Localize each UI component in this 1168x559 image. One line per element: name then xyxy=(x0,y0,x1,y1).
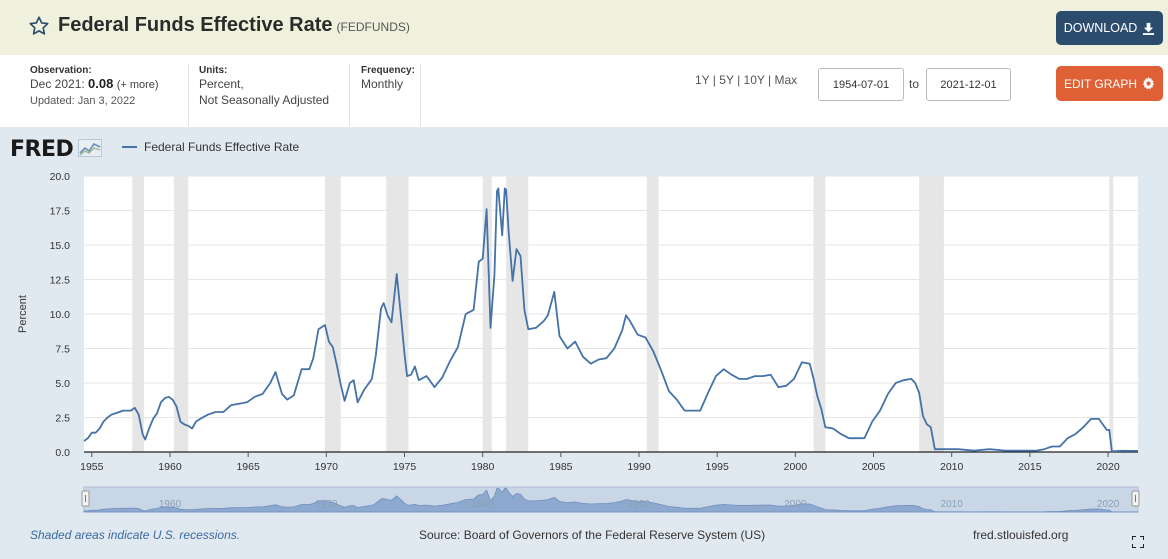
divider xyxy=(188,64,189,126)
fullscreen-icon[interactable] xyxy=(1132,536,1144,548)
divider xyxy=(420,64,421,126)
observation-value: 0.08 xyxy=(88,76,114,91)
units-block: Units: Percent, Not Seasonally Adjusted xyxy=(199,65,329,108)
frequency-label: Frequency: xyxy=(361,65,415,76)
download-icon xyxy=(1143,22,1155,35)
x-tick-label: 1985 xyxy=(549,461,573,473)
fred-logo: FRED xyxy=(10,137,102,162)
header-bar: Federal Funds Effective Rate (FEDFUNDS) D… xyxy=(0,0,1168,55)
x-tick-label: 2010 xyxy=(940,461,964,473)
line-chart[interactable]: 0.0 2.5 5.0 7.5 10.0 12.5 15.0 17.5 20.0 Percent 1… xyxy=(0,127,1168,527)
y-tick-label: 20.0 xyxy=(50,171,71,183)
chart-legend: Federal Funds Effective Rate xyxy=(122,140,299,154)
units-line-1: Percent, xyxy=(199,77,244,91)
x-tick-label: 1970 xyxy=(315,461,339,473)
x-tick-label: 1995 xyxy=(706,461,730,473)
end-date-input[interactable]: 2021-12-01 xyxy=(926,68,1011,101)
range-selector: 1Y | 5Y | 10Y | Max xyxy=(695,73,798,87)
download-label: DOWNLOAD xyxy=(1063,21,1138,35)
x-tick-label: 1965 xyxy=(236,461,260,473)
navigator-tick-label: 1990 xyxy=(628,499,651,510)
navigator-tick-label: 1970 xyxy=(315,499,338,510)
y-tick-label: 12.5 xyxy=(50,275,71,287)
frequency-value: Monthly xyxy=(361,77,404,91)
x-tick-label: 1990 xyxy=(627,461,651,473)
range-10y[interactable]: 10Y xyxy=(743,73,765,87)
units-line-2: Not Seasonally Adjusted xyxy=(199,93,330,107)
legend-label: Federal Funds Effective Rate xyxy=(144,140,300,154)
y-tick-label: 5.0 xyxy=(55,378,70,390)
observation-label: Observation: xyxy=(30,65,92,76)
fred-url[interactable]: fred.stlouisfed.org xyxy=(973,528,1069,542)
units-label: Units: xyxy=(199,65,228,76)
page-title: Federal Funds Effective Rate (FEDFUNDS) xyxy=(58,14,410,37)
x-tick-label: 1980 xyxy=(471,461,495,473)
range-1y[interactable]: 1Y xyxy=(695,73,710,87)
y-tick-label: 0.0 xyxy=(55,447,70,459)
gear-icon xyxy=(1142,77,1155,90)
series-line xyxy=(83,187,1138,453)
start-date-input[interactable]: 1954-07-01 xyxy=(818,68,904,101)
navigator-tick-label: 2010 xyxy=(941,499,964,510)
to-label: to xyxy=(909,77,920,91)
download-button[interactable]: DOWNLOAD xyxy=(1056,11,1163,45)
fred-logo-text: FRED xyxy=(10,137,74,162)
updated-date: Updated: Jan 3, 2022 xyxy=(30,95,136,107)
recession-note: Shaded areas indicate U.S. recessions. xyxy=(30,528,241,542)
chart-trend-icon xyxy=(77,139,102,157)
y-tick-label: 2.5 xyxy=(55,413,70,425)
divider xyxy=(349,64,350,126)
x-tick-label: 1955 xyxy=(80,461,104,473)
y-tick-label: 17.5 xyxy=(50,206,71,218)
x-tick-label: 2005 xyxy=(862,461,886,473)
legend-swatch xyxy=(122,146,137,148)
y-tick-label: 10.0 xyxy=(50,309,71,321)
range-max[interactable]: Max xyxy=(774,73,798,87)
navigator-tick-label: 2000 xyxy=(784,499,807,510)
more-observations-link[interactable]: (+ more) xyxy=(116,79,159,91)
x-tick-label: 1960 xyxy=(158,461,182,473)
edit-graph-label: EDIT GRAPH xyxy=(1063,76,1138,91)
y-tick-label: 7.5 xyxy=(55,344,70,356)
range-5y[interactable]: 5Y xyxy=(719,73,734,87)
series-id: (FEDFUNDS) xyxy=(336,20,410,34)
observation-block: Observation: Dec 2021: 0.08 (+ more) Upd… xyxy=(30,65,159,107)
edit-graph-button[interactable]: EDIT GRAPH xyxy=(1056,66,1163,101)
y-tick-label: 15.0 xyxy=(50,240,71,252)
x-tick-label: 2020 xyxy=(1096,461,1120,473)
navigator-tick-label: 2020 xyxy=(1097,499,1120,510)
x-tick-label: 2000 xyxy=(784,461,808,473)
y-axis-title: Percent xyxy=(17,295,29,333)
series-title: Federal Funds Effective Rate xyxy=(58,14,333,36)
navigator-tick-label: 1960 xyxy=(159,499,182,510)
navigator-series-area xyxy=(83,487,1139,513)
navigator-tick-label: 1980 xyxy=(472,499,495,510)
x-tick-label: 2015 xyxy=(1018,461,1042,473)
x-tick-label: 1975 xyxy=(393,461,417,473)
source-note: Source: Board of Governors of the Federa… xyxy=(419,528,766,542)
observation-date: Dec 2021: xyxy=(30,77,85,91)
star-icon[interactable] xyxy=(28,15,50,37)
frequency-block: Frequency: Monthly xyxy=(361,65,415,92)
